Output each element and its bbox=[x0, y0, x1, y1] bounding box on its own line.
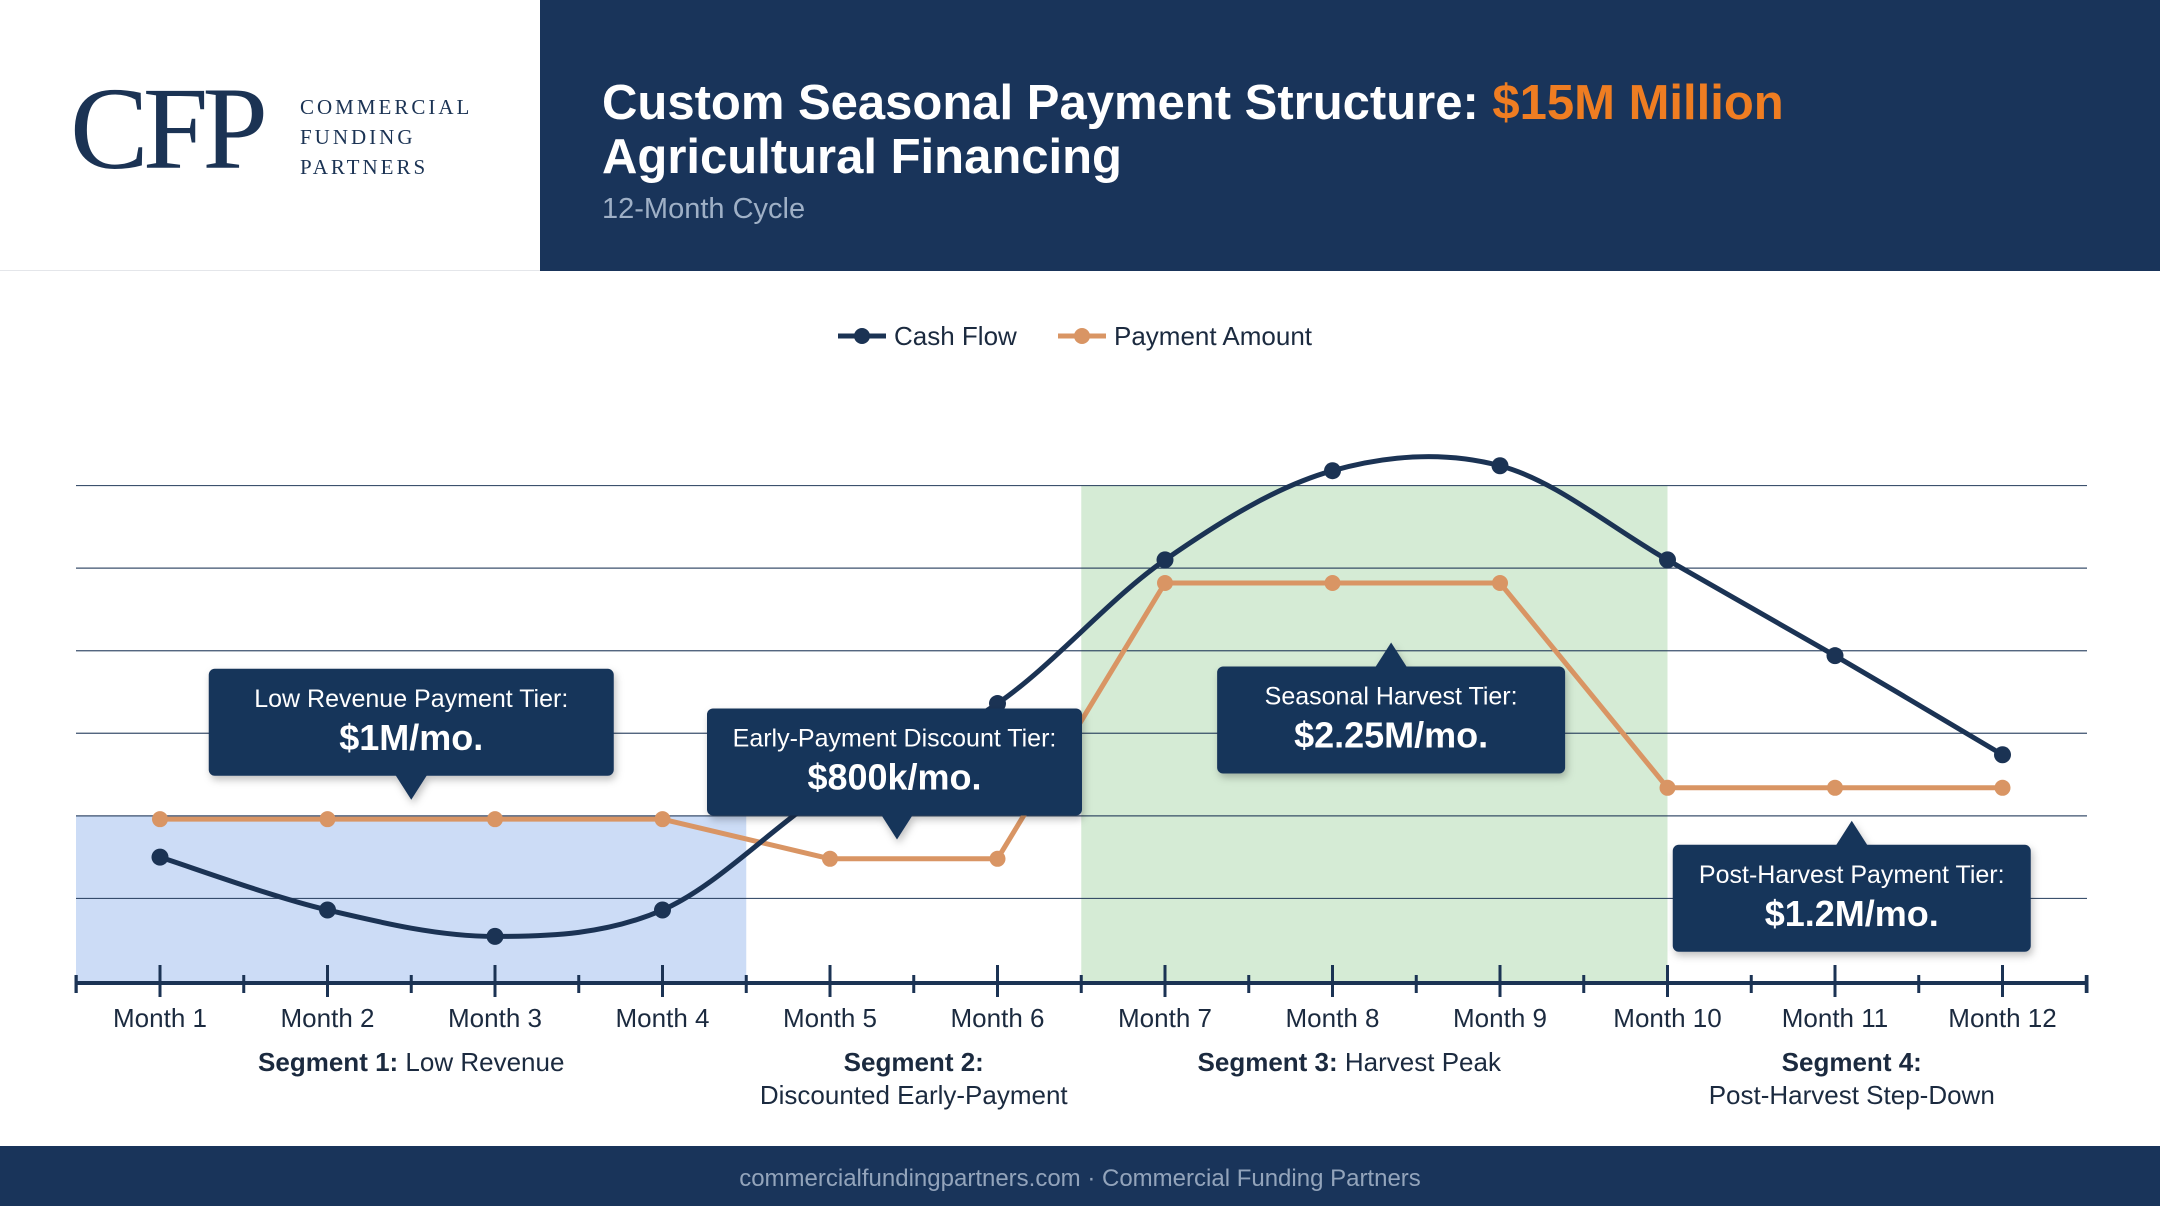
legend-label: Payment Amount bbox=[1114, 321, 1313, 351]
title-part-2: Agricultural Financing bbox=[602, 130, 1122, 184]
footer: commercialfundingpartners.com · Commerci… bbox=[0, 1146, 2160, 1206]
month-label-7: Month 7 bbox=[1118, 1003, 1212, 1033]
callout-label: Seasonal Harvest Tier: bbox=[1265, 682, 1518, 710]
month-label-6: Month 6 bbox=[951, 1003, 1045, 1033]
payment-point-9 bbox=[1492, 575, 1508, 592]
callout-value: $1M/mo. bbox=[339, 717, 483, 758]
payment-point-10 bbox=[1659, 779, 1676, 796]
legend-swatch-dot bbox=[1074, 328, 1090, 344]
payment-point-6 bbox=[989, 850, 1006, 867]
title-panel: Custom Seasonal Payment Structure: $15M … bbox=[540, 0, 2160, 271]
tier-callouts: Low Revenue Payment Tier: $1M/mo. Early-Pa… bbox=[208, 642, 2031, 952]
month-label-2: Month 2 bbox=[281, 1003, 375, 1033]
month-label-12: Month 12 bbox=[1948, 1003, 2056, 1033]
axis-labels: Month 1 Month 2 Month 3 Month 4 Month 5 Month… bbox=[113, 1003, 2057, 1110]
logo-panel: CFP COMMERCIAL FUNDING PARTNERS bbox=[0, 0, 540, 271]
payment-point-1 bbox=[152, 811, 168, 828]
logo-line-1: COMMERCIAL bbox=[300, 95, 473, 119]
logo-line-3: PARTNERS bbox=[300, 155, 429, 179]
callout-label: Low Revenue Payment Tier: bbox=[254, 685, 568, 713]
cash-flow-point-12 bbox=[1994, 746, 2011, 764]
cash-flow-point-10 bbox=[1659, 551, 1676, 569]
segment-label-bold: Segment 3: bbox=[1198, 1047, 1338, 1077]
segment-band-1 bbox=[76, 815, 747, 983]
month-label-9: Month 9 bbox=[1453, 1003, 1547, 1033]
page-subtitle: 12-Month Cycle bbox=[602, 193, 806, 225]
callout-value: $1.2M/mo. bbox=[1765, 893, 1939, 934]
footer-text: commercialfundingpartners.com · Commerci… bbox=[739, 1165, 1421, 1192]
tier-callout-1: Low Revenue Payment Tier: $1M/mo. bbox=[208, 668, 614, 800]
header: CFP COMMERCIAL FUNDING PARTNERS Custom S… bbox=[0, 0, 2160, 271]
callout-value: $2.25M/mo. bbox=[1294, 714, 1488, 755]
cash-flow-point-3 bbox=[486, 927, 504, 945]
month-label-1: Month 1 bbox=[113, 1003, 207, 1033]
segment-label-1: Segment 1: Low Revenue bbox=[258, 1047, 564, 1077]
callout-box bbox=[1672, 844, 2031, 952]
payment-point-8 bbox=[1324, 575, 1341, 592]
callout-box bbox=[208, 668, 614, 776]
callout-box bbox=[707, 708, 1082, 816]
cash-flow-point-1 bbox=[151, 848, 169, 866]
logo-line-2: FUNDING bbox=[300, 125, 416, 149]
payment-point-3 bbox=[487, 811, 503, 828]
legend-swatch-dot bbox=[854, 328, 870, 344]
segment-sublabel-4: Post-Harvest Step-Down bbox=[1709, 1080, 1995, 1110]
logo-monogram: CFP bbox=[70, 63, 268, 194]
month-label-5: Month 5 bbox=[783, 1003, 877, 1033]
callout-pointer bbox=[1835, 820, 1868, 846]
page-title: Custom Seasonal Payment Structure: $15M … bbox=[602, 76, 1784, 184]
legend-item-1: Cash Flow bbox=[838, 321, 1017, 351]
month-label-4: Month 4 bbox=[616, 1003, 710, 1033]
segment-label-bold: Segment 4: bbox=[1782, 1047, 1922, 1077]
payment-point-7 bbox=[1157, 575, 1173, 592]
cash-flow-point-8 bbox=[1324, 462, 1341, 480]
title-accent: $15M Million bbox=[1492, 76, 1784, 130]
tier-callout-2: Early-Payment Discount Tier: $800k/mo. bbox=[707, 708, 1082, 840]
cash-flow-point-4 bbox=[654, 901, 671, 919]
tier-callout-4: Post-Harvest Payment Tier: $1.2M/mo. bbox=[1672, 820, 2031, 952]
legend-item-2: Payment Amount bbox=[1058, 321, 1313, 351]
segment-label-4: Segment 4: bbox=[1782, 1047, 1922, 1077]
cash-flow-point-7 bbox=[1156, 551, 1174, 569]
cash-flow-point-6 bbox=[989, 695, 1006, 713]
month-label-3: Month 3 bbox=[448, 1003, 542, 1033]
segment-label-2: Segment 2: bbox=[844, 1047, 984, 1077]
callout-label: Early-Payment Discount Tier: bbox=[733, 724, 1057, 752]
tier-callout-3: Seasonal Harvest Tier: $2.25M/mo. bbox=[1217, 642, 1566, 774]
callout-label: Post-Harvest Payment Tier: bbox=[1699, 861, 2005, 889]
segment-label-bold: Segment 2: bbox=[844, 1047, 984, 1077]
seasonal-payment-chart: Low Revenue Payment Tier: $1M/mo. Early-Pa… bbox=[74, 321, 2089, 1110]
payment-point-12 bbox=[1994, 779, 2011, 796]
segment-label-text: Low Revenue bbox=[398, 1047, 564, 1077]
payment-point-4 bbox=[654, 811, 671, 828]
segment-sublabel-2: Discounted Early-Payment bbox=[760, 1080, 1069, 1110]
segment-label-bold: Segment 1: bbox=[258, 1047, 398, 1077]
cash-flow-line bbox=[159, 454, 2004, 939]
legend-label: Cash Flow bbox=[894, 321, 1017, 351]
title-part-1: Custom Seasonal Payment Structure: bbox=[602, 76, 1493, 130]
callout-box bbox=[1217, 666, 1566, 774]
callout-pointer bbox=[395, 774, 428, 800]
cash-flow-point-9 bbox=[1491, 457, 1509, 475]
chart-legend: Cash Flow Payment Amount bbox=[838, 321, 1313, 351]
x-axis bbox=[74, 965, 2089, 997]
segment-label-3: Segment 3: Harvest Peak bbox=[1198, 1047, 1502, 1077]
payment-point-11 bbox=[1827, 779, 1843, 796]
payment-point-5 bbox=[822, 850, 838, 867]
callout-value: $800k/mo. bbox=[807, 756, 981, 797]
month-label-11: Month 11 bbox=[1782, 1003, 1888, 1033]
cash-flow-point-2 bbox=[319, 901, 336, 919]
callout-pointer bbox=[1375, 642, 1408, 668]
cash-flow-point-11 bbox=[1826, 647, 1844, 665]
payment-point-2 bbox=[319, 811, 336, 828]
month-label-8: Month 8 bbox=[1286, 1003, 1380, 1033]
logo-wordmark: COMMERCIAL FUNDING PARTNERS bbox=[300, 92, 472, 182]
month-label-10: Month 10 bbox=[1613, 1003, 1721, 1033]
segment-label-text: Harvest Peak bbox=[1338, 1047, 1502, 1077]
callout-pointer bbox=[881, 814, 913, 840]
